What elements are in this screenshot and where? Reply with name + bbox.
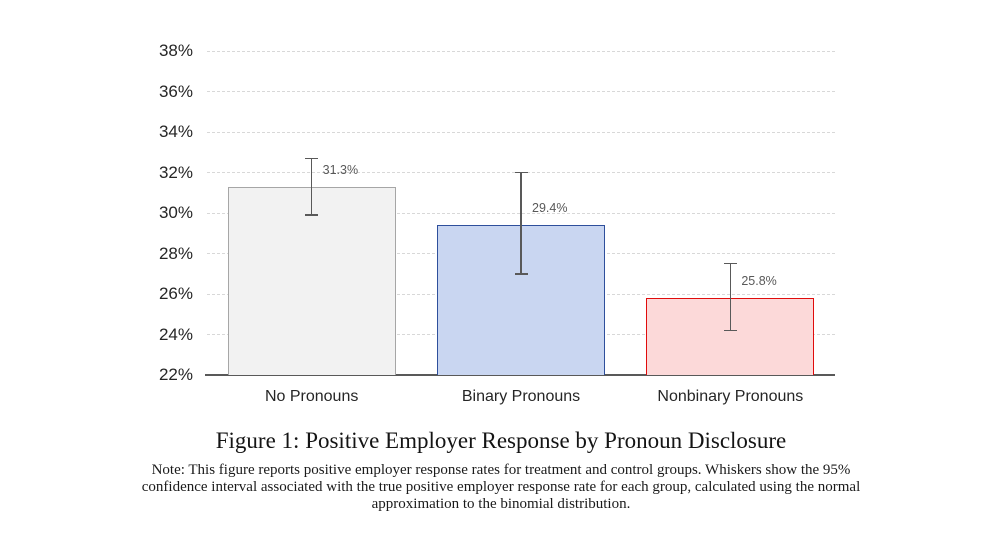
x-axis-category-label: No Pronouns (264, 388, 359, 405)
figure-note-line: Note: This figure reports positive emplo… (151, 462, 851, 478)
x-axis-line (205, 374, 835, 376)
bar-value-label: 29.4% (532, 201, 568, 216)
y-axis-tick-label: 38% (158, 41, 193, 60)
figure-note-line: approximation to the binomial distributi… (371, 496, 631, 512)
error-bar-line (310, 158, 313, 215)
bar-value-label: 25.8% (741, 274, 777, 289)
error-bar-cap-bottom (514, 273, 528, 275)
figure-note-line: confidence interval associated with the … (141, 479, 861, 495)
y-axis-tick-label: 26% (158, 284, 193, 303)
y-axis-tick-label: 28% (158, 243, 193, 263)
error-bar-line (520, 172, 522, 274)
bar-value-label: 31.3% (322, 162, 359, 177)
y-gridline (207, 131, 835, 133)
error-bar-line (729, 263, 732, 331)
y-axis-tick-label: 36% (158, 81, 193, 101)
y-axis-tick-label: 24% (158, 324, 193, 344)
error-bar-cap-bottom (305, 214, 319, 216)
x-axis-category-label: Binary Pronouns (461, 388, 581, 405)
y-axis-tick-label: 30% (158, 203, 193, 222)
y-gridline (207, 50, 835, 52)
figure-note: Note: This figure reports positive emplo… (0, 462, 1002, 513)
error-bar-cap-top (723, 262, 737, 265)
error-bar-cap-bottom (723, 329, 737, 332)
error-bar-cap-top (514, 171, 528, 174)
y-axis-tick-label: 32% (158, 162, 193, 182)
y-axis-tick-label: 34% (158, 122, 193, 141)
y-gridline (207, 91, 835, 92)
x-axis-category-label: Nonbinary Pronouns (657, 388, 804, 405)
y-axis-tick-label: 22% (158, 365, 193, 384)
figure-caption: Figure 1: Positive Employer Response by … (215, 428, 787, 453)
bar (227, 186, 396, 375)
error-bar-cap-top (305, 157, 319, 160)
